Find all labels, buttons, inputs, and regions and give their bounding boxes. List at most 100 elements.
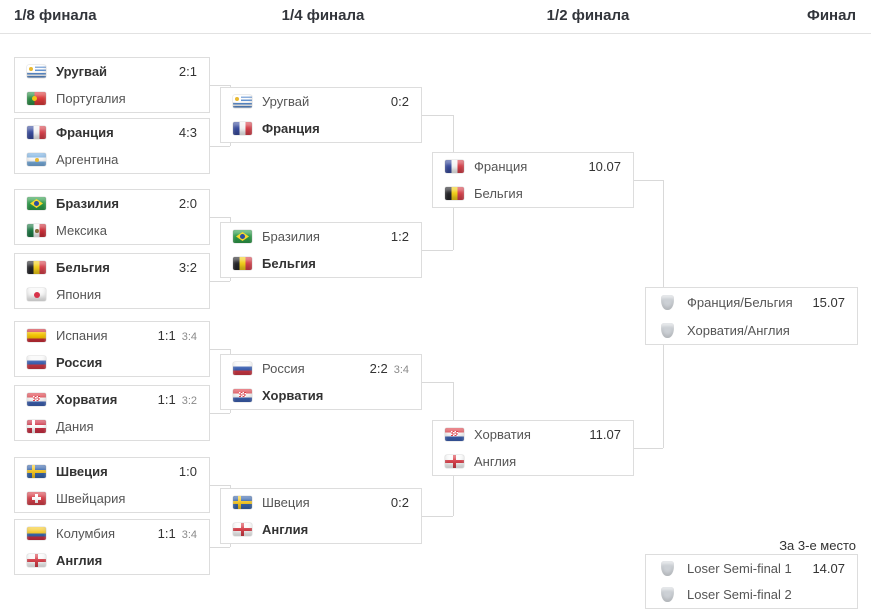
flag-belgium-icon [233, 257, 252, 271]
match-date: 11.07 [589, 427, 621, 442]
flag-croatia-icon [233, 389, 252, 403]
team-row: Хорватия/Англия [646, 316, 857, 344]
flag-england-icon [27, 554, 46, 568]
shield-icon [658, 560, 677, 576]
flag-sweden-icon [27, 465, 46, 479]
team-row: Россия [15, 349, 209, 376]
shield-icon [658, 587, 677, 603]
team-row: Бельгия [433, 180, 633, 207]
connector-line [209, 547, 230, 548]
team-name: Уругвай [262, 94, 310, 109]
match-result: 4:3 [178, 125, 197, 140]
match-r16-8[interactable]: Колумбия 1:1 3:4 Англия [14, 519, 210, 575]
flag-switzerland-icon [27, 492, 46, 506]
match-result: 0:2 [390, 495, 409, 510]
match-date: 14.07 [812, 560, 845, 576]
team-name: Хорватия/Англия [687, 322, 790, 338]
team-name: Loser Semi-final 2 [687, 587, 792, 603]
flag-brazil-icon [27, 197, 46, 211]
team-name: Уругвай [56, 64, 108, 79]
team-name: Испания [56, 328, 108, 343]
team-row: Дания [15, 413, 209, 440]
match-final[interactable]: Франция/Бельгия 15.07 Хорватия/Англия [645, 287, 858, 345]
team-name: Франция [262, 121, 320, 136]
team-row: Португалия [15, 85, 209, 112]
match-r16-7[interactable]: Швеция 1:0 Швейцария [14, 457, 210, 513]
team-row: Хорватия 11.07 [433, 421, 633, 448]
match-r16-3[interactable]: Бразилия 2:0 Мексика [14, 189, 210, 245]
team-name: Бразилия [56, 196, 119, 211]
match-r16-2[interactable]: Франция 4:3 Аргентина [14, 118, 210, 174]
match-r16-5[interactable]: Испания 1:1 3:4 Россия [14, 321, 210, 377]
connector-line [209, 85, 230, 86]
team-name: Швеция [56, 464, 108, 479]
team-name: Россия [56, 355, 103, 370]
team-name: Португалия [56, 91, 126, 106]
connector-line [209, 485, 230, 486]
flag-uruguay-icon [27, 65, 46, 79]
header-final: Финал [807, 7, 856, 24]
connector-line [209, 146, 230, 147]
connector-line [634, 448, 663, 449]
flag-england-icon [233, 523, 252, 537]
match-sf-2[interactable]: Хорватия 11.07 Англия [432, 420, 634, 476]
match-qf-3[interactable]: Россия 2:2 3:4 Хорватия [220, 354, 422, 410]
connector-line [209, 281, 230, 282]
team-name: Хорватия [474, 427, 531, 442]
match-result: 1:1 3:2 [157, 392, 197, 407]
match-sf-1[interactable]: Франция 10.07 Бельгия [432, 152, 634, 208]
team-name: Франция [56, 125, 114, 140]
team-row: Loser Semi-final 1 14.07 [646, 555, 857, 582]
flag-france-icon [445, 160, 464, 174]
connector-line [422, 382, 453, 383]
flag-france-icon [27, 126, 46, 140]
flag-france-icon [233, 122, 252, 136]
team-row: Швеция 0:2 [221, 489, 421, 516]
team-name: Хорватия [262, 388, 324, 403]
match-date: 15.07 [812, 294, 845, 310]
connector-line [422, 115, 453, 116]
team-row: Loser Semi-final 2 [646, 582, 857, 609]
team-row: Швейцария [15, 485, 209, 512]
match-date: 10.07 [588, 159, 621, 174]
match-r16-4[interactable]: Бельгия 3:2 Япония [14, 253, 210, 309]
match-result: 3:2 [178, 260, 197, 275]
match-third-place[interactable]: Loser Semi-final 1 14.07 Loser Semi-fina… [645, 554, 858, 609]
connector-line [209, 217, 230, 218]
team-name: Бельгия [262, 256, 316, 271]
team-row: Бельгия 3:2 [15, 254, 209, 281]
flag-uruguay-icon [233, 95, 252, 109]
team-name: Бельгия [474, 186, 523, 201]
match-qf-1[interactable]: Уругвай 0:2 Франция [220, 87, 422, 143]
match-r16-6[interactable]: Хорватия 1:1 3:2 Дания [14, 385, 210, 441]
team-name: Швеция [262, 495, 310, 510]
team-row: Франция 4:3 [15, 119, 209, 146]
match-r16-1[interactable]: Уругвай 2:1 Португалия [14, 57, 210, 113]
team-row: Бразилия 1:2 [221, 223, 421, 250]
flag-mexico-icon [27, 224, 46, 238]
team-row: Англия [15, 547, 209, 574]
team-row: Испания 1:1 3:4 [15, 322, 209, 349]
team-name: Япония [56, 287, 102, 302]
team-row: Хорватия [221, 382, 421, 409]
header-round-of-16: 1/8 финала [14, 7, 97, 24]
team-name: Loser Semi-final 1 [687, 560, 792, 576]
shield-icon [658, 294, 677, 310]
match-qf-4[interactable]: Швеция 0:2 Англия [220, 488, 422, 544]
flag-belgium-icon [27, 261, 46, 275]
match-qf-2[interactable]: Бразилия 1:2 Бельгия [220, 222, 422, 278]
team-row: Франция 10.07 [433, 153, 633, 180]
match-result: 2:0 [178, 196, 197, 211]
flag-japan-icon [27, 288, 46, 302]
connector-line [634, 180, 663, 181]
team-row: Мексика [15, 217, 209, 244]
connector-line [209, 413, 230, 414]
match-result: 0:2 [390, 94, 409, 109]
team-row: Бразилия 2:0 [15, 190, 209, 217]
team-row: Швеция 1:0 [15, 458, 209, 485]
team-name: Россия [262, 361, 305, 376]
team-row: Англия [221, 516, 421, 543]
team-name: Дания [56, 419, 94, 434]
team-name: Англия [262, 522, 309, 537]
